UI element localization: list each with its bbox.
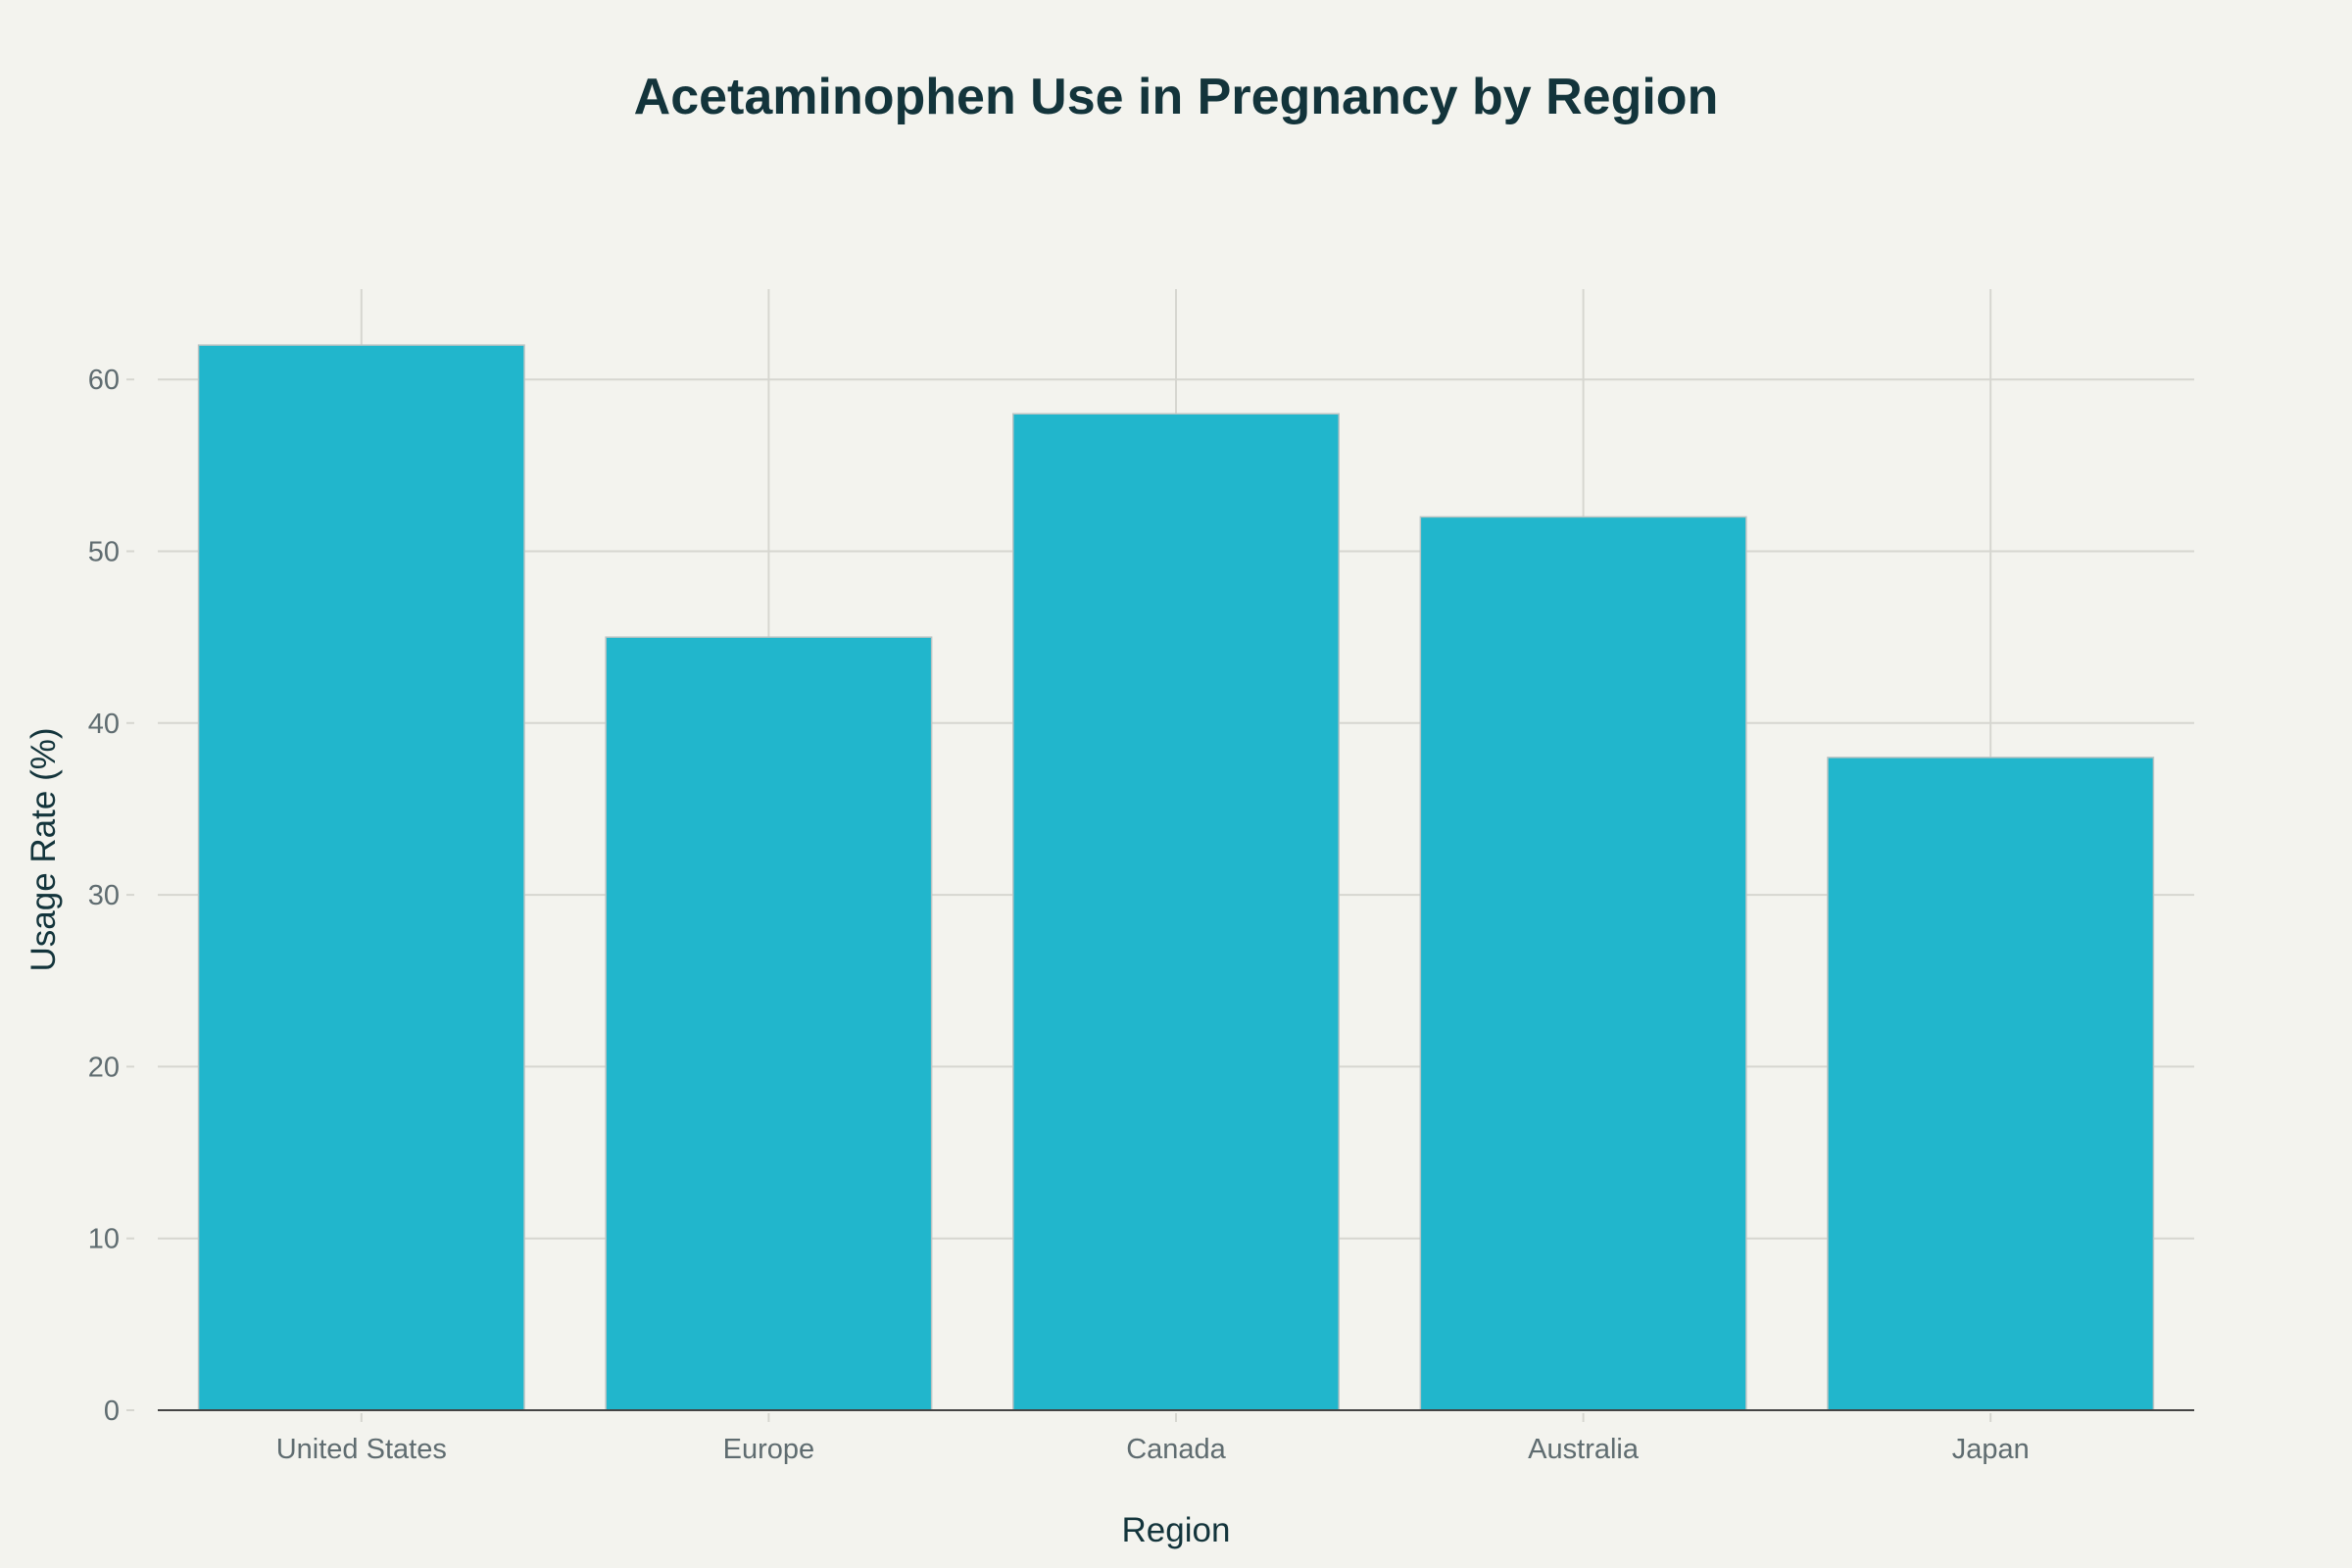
y-tick-label: 60 bbox=[88, 365, 120, 396]
y-axis-ticks: 0 10 20 30 40 50 60 bbox=[88, 365, 134, 1427]
y-axis-title: Usage Rate (%) bbox=[24, 728, 63, 972]
x-tick-label: United States bbox=[276, 1434, 447, 1465]
y-tick-label: 0 bbox=[104, 1396, 120, 1427]
chart-title: Acetaminophen Use in Pregnancy by Region bbox=[634, 69, 1719, 125]
x-tick-label: Europe bbox=[723, 1434, 815, 1465]
y-tick-label: 50 bbox=[88, 537, 120, 568]
y-tick-label: 10 bbox=[88, 1224, 120, 1255]
bar-australia bbox=[1419, 515, 1747, 1411]
y-tick-label: 30 bbox=[88, 880, 120, 911]
x-axis-ticks: United States Europe Canada Australia Japan bbox=[276, 1413, 2030, 1465]
bar-europe bbox=[605, 636, 933, 1411]
x-tick-label: Canada bbox=[1126, 1434, 1226, 1465]
x-axis-title: Region bbox=[1122, 1511, 1231, 1549]
y-tick-label: 20 bbox=[88, 1052, 120, 1083]
bar-canada bbox=[1012, 413, 1340, 1411]
y-tick-label: 40 bbox=[88, 709, 120, 740]
bar-united-states bbox=[197, 344, 525, 1411]
x-tick-label: Japan bbox=[1952, 1434, 2030, 1465]
bar-japan bbox=[1827, 757, 2155, 1411]
x-tick-label: Australia bbox=[1528, 1434, 1640, 1465]
bars bbox=[197, 344, 2155, 1411]
